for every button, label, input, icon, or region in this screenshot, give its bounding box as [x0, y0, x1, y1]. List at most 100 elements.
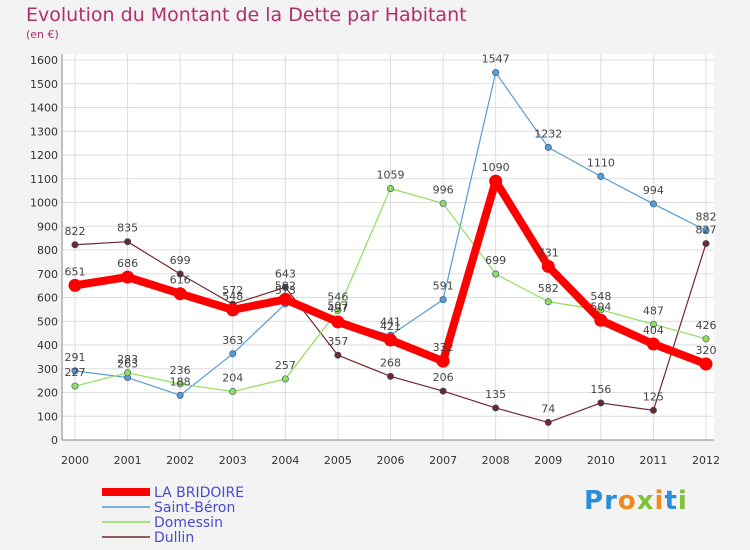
data-point — [541, 259, 555, 273]
data-point — [492, 69, 500, 77]
data-label: 206 — [433, 371, 454, 384]
data-point — [594, 313, 608, 327]
y-tick-label: 1500 — [30, 78, 58, 91]
data-label: 1090 — [482, 161, 510, 174]
data-point — [649, 200, 657, 208]
axis-layer: 0 100 200 300 400 500 600 700 800 900 1000 1100 1200… — [30, 54, 720, 467]
data-label: 283 — [117, 353, 138, 366]
data-point — [384, 333, 397, 347]
y-tick-label: 1400 — [30, 102, 58, 115]
data-label: 74 — [541, 402, 555, 415]
x-tick-label: 2005 — [324, 454, 352, 467]
data-label: 1059 — [377, 168, 405, 181]
data-label: 686 — [117, 257, 138, 270]
y-tick-label: 900 — [37, 220, 58, 233]
data-point — [702, 240, 710, 248]
data-point — [226, 303, 240, 317]
data-point — [649, 406, 657, 414]
data-label: 363 — [222, 334, 243, 347]
data-label: 699 — [170, 254, 191, 267]
legend-label: Dullin — [154, 530, 194, 546]
data-point — [646, 337, 660, 351]
y-tick-label: 700 — [37, 268, 58, 281]
data-label: 1547 — [482, 53, 510, 66]
data-point — [544, 418, 552, 426]
data-point — [229, 388, 237, 396]
data-label: 822 — [65, 225, 86, 238]
data-point — [229, 350, 237, 358]
data-point — [176, 380, 184, 388]
data-label: 332 — [433, 341, 454, 354]
data-point — [702, 335, 710, 343]
logo-letter: t — [664, 486, 678, 516]
grid-layer — [62, 54, 714, 441]
data-point — [649, 320, 657, 328]
data-point — [331, 315, 345, 329]
data-point — [386, 184, 394, 192]
data-label: 731 — [538, 246, 559, 259]
data-point — [439, 387, 447, 395]
data-label: 227 — [65, 366, 86, 379]
data-point — [544, 143, 552, 151]
y-tick-label: 1200 — [30, 149, 58, 162]
y-tick-label: 100 — [37, 410, 58, 423]
chart-subtitle: (en €) — [26, 28, 59, 41]
logo-letter: r — [604, 486, 618, 516]
y-tick-label: 1600 — [30, 54, 58, 67]
data-point — [71, 241, 79, 249]
x-tick-label: 2002 — [166, 454, 194, 467]
y-tick-label: 600 — [37, 292, 58, 305]
data-label-layer: 822 835 699 572 643 357 268 206 135 74 156 125 827 29… — [65, 53, 717, 416]
x-tick-label: 2008 — [482, 454, 510, 467]
data-point — [121, 270, 135, 284]
data-label: 320 — [696, 344, 717, 357]
data-label: 996 — [433, 183, 454, 196]
data-label: 548 — [590, 290, 611, 303]
data-label: 699 — [485, 254, 506, 267]
x-tick-label: 2007 — [429, 454, 457, 467]
proxiti-logo: Proxiti — [584, 486, 688, 516]
data-point — [334, 351, 342, 359]
data-label: 651 — [65, 265, 86, 278]
legend-label: Domessin — [154, 515, 223, 531]
data-label: 426 — [696, 319, 717, 332]
data-point — [597, 399, 605, 407]
data-label: 487 — [643, 304, 664, 317]
data-label: 643 — [275, 267, 296, 280]
data-label: 263 — [117, 358, 138, 371]
data-point — [492, 404, 500, 412]
data-label: 507 — [327, 300, 348, 313]
data-label: 994 — [643, 184, 664, 197]
data-label: 827 — [696, 224, 717, 237]
data-label: 1232 — [534, 127, 562, 140]
data-label: 592 — [275, 279, 296, 292]
data-point — [173, 287, 187, 301]
data-label: 497 — [327, 302, 348, 315]
data-label: 882 — [696, 211, 717, 224]
data-point — [334, 306, 342, 314]
series-layer — [68, 69, 713, 426]
data-label: 204 — [222, 372, 243, 385]
y-tick-label: 300 — [37, 363, 58, 376]
data-label: 572 — [222, 284, 243, 297]
logo-letter: o — [617, 486, 637, 516]
data-point — [489, 174, 503, 188]
x-tick-label: 2009 — [534, 454, 562, 467]
y-tick-label: 0 — [51, 434, 58, 447]
data-point — [68, 278, 82, 292]
data-point — [492, 270, 500, 278]
data-label: 135 — [485, 388, 506, 401]
legend-label: Saint-Béron — [154, 500, 235, 516]
x-tick-label: 2003 — [219, 454, 247, 467]
data-label: 573 — [275, 284, 296, 297]
data-label: 404 — [643, 324, 664, 337]
y-tick-label: 200 — [37, 387, 58, 400]
data-point — [436, 354, 450, 368]
logo-letter: i — [654, 486, 665, 516]
data-label: 188 — [170, 375, 191, 388]
data-point — [597, 306, 605, 314]
data-point — [176, 391, 184, 399]
